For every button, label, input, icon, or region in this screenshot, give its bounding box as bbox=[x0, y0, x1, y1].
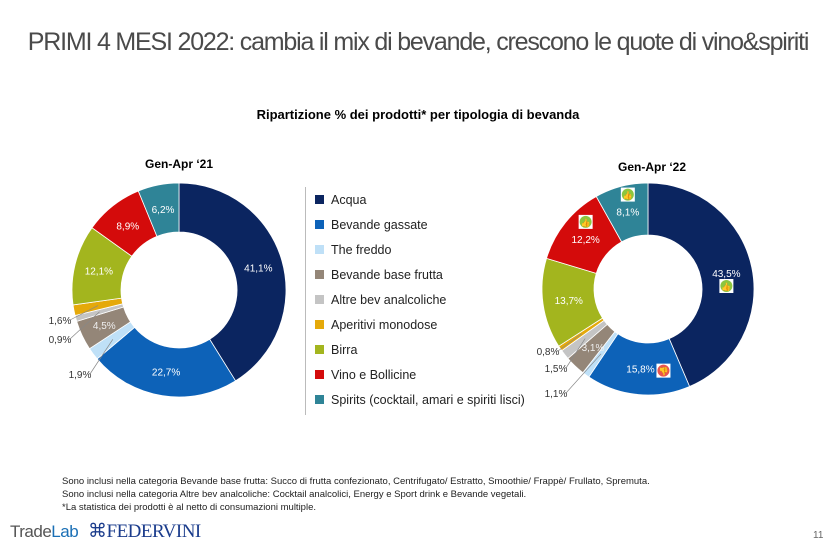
legend: Acqua Bevande gassate The freddo Bevande ba… bbox=[305, 187, 525, 415]
data-label: 22,7% bbox=[152, 367, 180, 378]
legend-swatch bbox=[315, 245, 324, 254]
data-label: 15,8% bbox=[626, 365, 654, 376]
thumbs-up-icon bbox=[720, 279, 733, 292]
thumbs-up-glyph: 👍 bbox=[581, 217, 591, 227]
data-label: 43,5% bbox=[712, 269, 740, 280]
data-label: 0,9% bbox=[49, 335, 72, 346]
data-label: 6,2% bbox=[152, 205, 175, 216]
leader-line bbox=[565, 353, 602, 394]
legend-item: The freddo bbox=[315, 237, 525, 262]
legend-item: Aperitivi monodose bbox=[315, 312, 525, 337]
leader-line bbox=[69, 305, 99, 321]
legend-label: Aperitivi monodose bbox=[331, 317, 438, 332]
legend-label: Bevande base frutta bbox=[331, 267, 443, 282]
data-label: 8,1% bbox=[616, 208, 639, 219]
slide-title: PRIMI 4 MESI 2022: cambia il mix di beva… bbox=[27, 28, 810, 56]
legend-label: Altre bev analcoliche bbox=[331, 292, 447, 307]
legend-label: Birra bbox=[331, 342, 358, 357]
leader-line bbox=[557, 333, 582, 352]
legend-item: Spirits (cocktail, amari e spiriti lisci… bbox=[315, 387, 525, 412]
legend-item: Acqua bbox=[315, 187, 525, 212]
thumbs-up-glyph: 👍 bbox=[623, 190, 633, 200]
data-label: 12,1% bbox=[85, 266, 113, 277]
note-2: Sono inclusi nella categoria Altre bev a… bbox=[62, 489, 527, 500]
data-label: 41,1% bbox=[244, 263, 272, 274]
donut-slice bbox=[595, 182, 649, 243]
legend-label: The freddo bbox=[331, 242, 392, 257]
data-label: 4,5% bbox=[93, 321, 116, 332]
donut-slice bbox=[647, 182, 755, 388]
thumbs-up-glyph: 👍 bbox=[721, 281, 731, 291]
note-3: *La statistica dei prodotti è al netto d… bbox=[62, 502, 316, 513]
tradelab-logo: TradeLab bbox=[10, 522, 79, 541]
legend-item: Altre bev analcoliche bbox=[315, 287, 525, 312]
legend-swatch bbox=[315, 295, 324, 304]
leader-line bbox=[69, 311, 100, 340]
legend-swatch bbox=[315, 370, 324, 379]
thumbs-up-icon bbox=[621, 188, 634, 201]
data-label: 12,2% bbox=[571, 235, 599, 246]
thumbs-down-glyph: 👎 bbox=[658, 367, 668, 376]
data-label: 1,9% bbox=[69, 370, 92, 381]
donut-slice bbox=[137, 182, 180, 237]
data-label: 8,9% bbox=[116, 221, 139, 232]
chart-subtitle: Ripartizione % dei prodotti* per tipolog… bbox=[256, 107, 580, 122]
chart-title-2021: Gen-Apr ‘21 bbox=[144, 157, 213, 171]
legend-swatch bbox=[315, 320, 324, 329]
legend-item: Bevande base frutta bbox=[315, 262, 525, 287]
legend-swatch bbox=[315, 270, 324, 279]
page-number: 11 bbox=[813, 530, 824, 541]
federvini-logo: ⌘FEDERVINI bbox=[88, 521, 201, 542]
thumbs-down-icon bbox=[657, 364, 670, 377]
legend-swatch bbox=[315, 395, 324, 404]
legend-label: Vino e Bollicine bbox=[331, 367, 417, 382]
leader-line bbox=[565, 338, 586, 369]
data-label: 13,7% bbox=[555, 296, 583, 307]
legend-swatch bbox=[315, 345, 324, 354]
data-label: 1,6% bbox=[49, 316, 72, 327]
legend-swatch bbox=[315, 220, 324, 229]
data-label: 1,1% bbox=[545, 389, 568, 400]
legend-label: Bevande gassate bbox=[331, 217, 428, 232]
donut-slice bbox=[178, 182, 287, 382]
legend-item: Birra bbox=[315, 337, 525, 362]
legend-label: Acqua bbox=[331, 192, 367, 207]
legend-label: Spirits (cocktail, amari e spiriti lisci… bbox=[331, 392, 525, 407]
data-label: 3,1% bbox=[582, 343, 605, 354]
leader-line bbox=[89, 339, 114, 375]
legend-item: Vino e Bollicine bbox=[315, 362, 525, 387]
data-label: 1,5% bbox=[545, 364, 568, 375]
thumbs-up-icon bbox=[579, 215, 592, 228]
note-1: Sono inclusi nella categoria Bevande bas… bbox=[62, 476, 650, 487]
legend-item: Bevande gassate bbox=[315, 212, 525, 237]
legend-swatch bbox=[315, 195, 324, 204]
chart-title-2022: Gen-Apr ‘22 bbox=[617, 160, 686, 174]
data-label: 0,8% bbox=[537, 347, 560, 358]
footnotes: Sono inclusi nella categoria Bevande bas… bbox=[62, 475, 650, 514]
